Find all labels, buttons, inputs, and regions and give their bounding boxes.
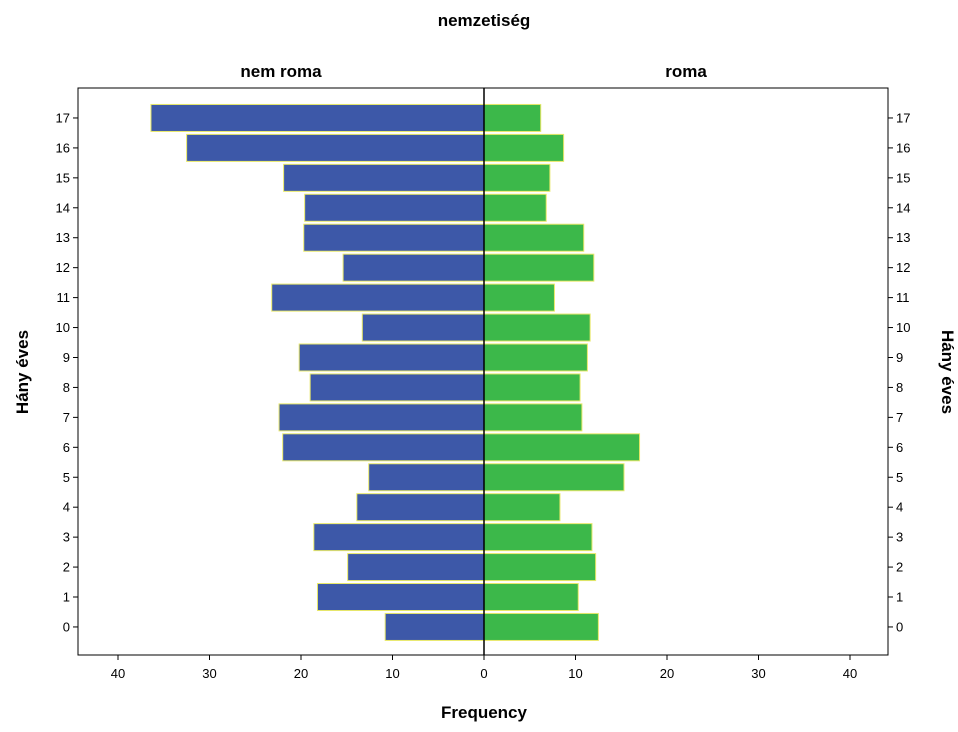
y-tick-label-right-9: 9 [896,350,903,365]
y-tick-label-right-6: 6 [896,440,903,455]
y-tick-label-left-2: 2 [63,560,70,575]
bar-roma-13 [483,223,585,252]
bar-roma-1 [483,583,579,612]
bar-roma-3 [483,523,593,552]
y-tick-label-right-2: 2 [896,560,903,575]
bar-roma-14 [483,193,547,222]
bar-nem-roma-6 [282,433,485,462]
y-tick-label-left-1: 1 [63,590,70,605]
bar-roma-11 [483,283,555,312]
x-tick-label-center-0: 0 [480,666,487,681]
bar-nem-roma-10 [361,313,485,342]
y-tick-label-right-11: 11 [896,290,910,305]
x-axis-title: Frequency [441,703,528,722]
y-tick-label-right-4: 4 [896,500,903,515]
y-tick-label-right-13: 13 [896,230,910,245]
bar-nem-roma-0 [384,612,485,641]
y-tick-label-left-14: 14 [56,200,70,215]
y-tick-label-left-9: 9 [63,350,70,365]
y-tick-label-left-12: 12 [56,260,70,275]
y-tick-label-right-0: 0 [896,619,903,634]
bar-nem-roma-12 [342,253,485,282]
y-tick-label-left-10: 10 [56,320,70,335]
y-tick-label-left-7: 7 [63,410,70,425]
x-tick-label-right-10: 10 [568,666,582,681]
bar-nem-roma-5 [368,463,485,492]
bar-nem-roma-11 [271,283,485,312]
plot-frame [77,87,889,656]
y-tick-label-left-0: 0 [63,619,70,634]
bar-nem-roma-16 [186,133,485,162]
y-tick-label-left-15: 15 [56,170,70,185]
y-axis-title-left: Hány éves [13,330,32,414]
y-tick-label-left-6: 6 [63,440,70,455]
y-tick-label-right-7: 7 [896,410,903,425]
y-tick-label-left-13: 13 [56,230,70,245]
y-axis-title-right: Hány éves [938,330,957,414]
bar-roma-15 [483,163,551,192]
bar-roma-4 [483,493,561,522]
y-tick-label-right-5: 5 [896,470,903,485]
y-tick-label-right-17: 17 [896,110,910,125]
bar-roma-12 [483,253,595,282]
y-tick-label-right-10: 10 [896,320,910,335]
bar-roma-17 [483,103,542,132]
bar-nem-roma-14 [304,193,485,222]
bar-nem-roma-8 [309,373,485,402]
x-tick-label-left-30: 30 [202,666,216,681]
bar-roma-7 [483,403,583,432]
y-tick-label-left-4: 4 [63,500,70,515]
y-tick-label-left-17: 17 [56,110,70,125]
x-tick-label-right-20: 20 [660,666,674,681]
y-tick-label-right-16: 16 [896,140,910,155]
bar-roma-5 [483,463,625,492]
y-tick-label-left-11: 11 [57,290,71,305]
panel-label-nem-roma: nem roma [240,62,322,81]
y-tick-label-left-5: 5 [63,470,70,485]
y-tick-label-right-14: 14 [896,200,910,215]
y-tick-label-right-12: 12 [896,260,910,275]
bar-nem-roma-17 [150,103,485,132]
y-tick-label-right-8: 8 [896,380,903,395]
y-tick-label-left-16: 16 [56,140,70,155]
y-tick-label-left-3: 3 [63,530,70,545]
x-tick-label-right-40: 40 [843,666,857,681]
bar-nem-roma-7 [278,403,485,432]
bar-nem-roma-1 [316,583,485,612]
bar-nem-roma-4 [356,493,485,522]
y-tick-label-left-8: 8 [63,380,70,395]
bar-nem-roma-13 [303,223,485,252]
chart-title: nemzetiség [438,11,531,30]
x-tick-label-left-40: 40 [111,666,125,681]
y-tick-label-right-15: 15 [896,170,910,185]
bar-roma-9 [483,343,588,372]
bar-roma-6 [483,433,641,462]
bar-nem-roma-3 [313,523,485,552]
bar-roma-0 [483,612,599,641]
panel-label-roma: roma [665,62,707,81]
x-tick-label-left-20: 20 [294,666,308,681]
bar-roma-2 [483,553,597,582]
bar-nem-roma-15 [283,163,485,192]
bar-roma-16 [483,133,565,162]
bar-nem-roma-9 [298,343,485,372]
bar-roma-8 [483,373,581,402]
x-tick-label-right-30: 30 [751,666,765,681]
x-tick-label-left-10: 10 [385,666,399,681]
y-tick-label-right-1: 1 [896,590,903,605]
bar-nem-roma-2 [347,553,485,582]
y-tick-label-right-3: 3 [896,530,903,545]
bar-roma-10 [483,313,591,342]
